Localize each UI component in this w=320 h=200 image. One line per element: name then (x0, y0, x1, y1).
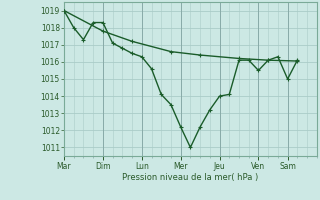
X-axis label: Pression niveau de la mer( hPa ): Pression niveau de la mer( hPa ) (122, 173, 259, 182)
